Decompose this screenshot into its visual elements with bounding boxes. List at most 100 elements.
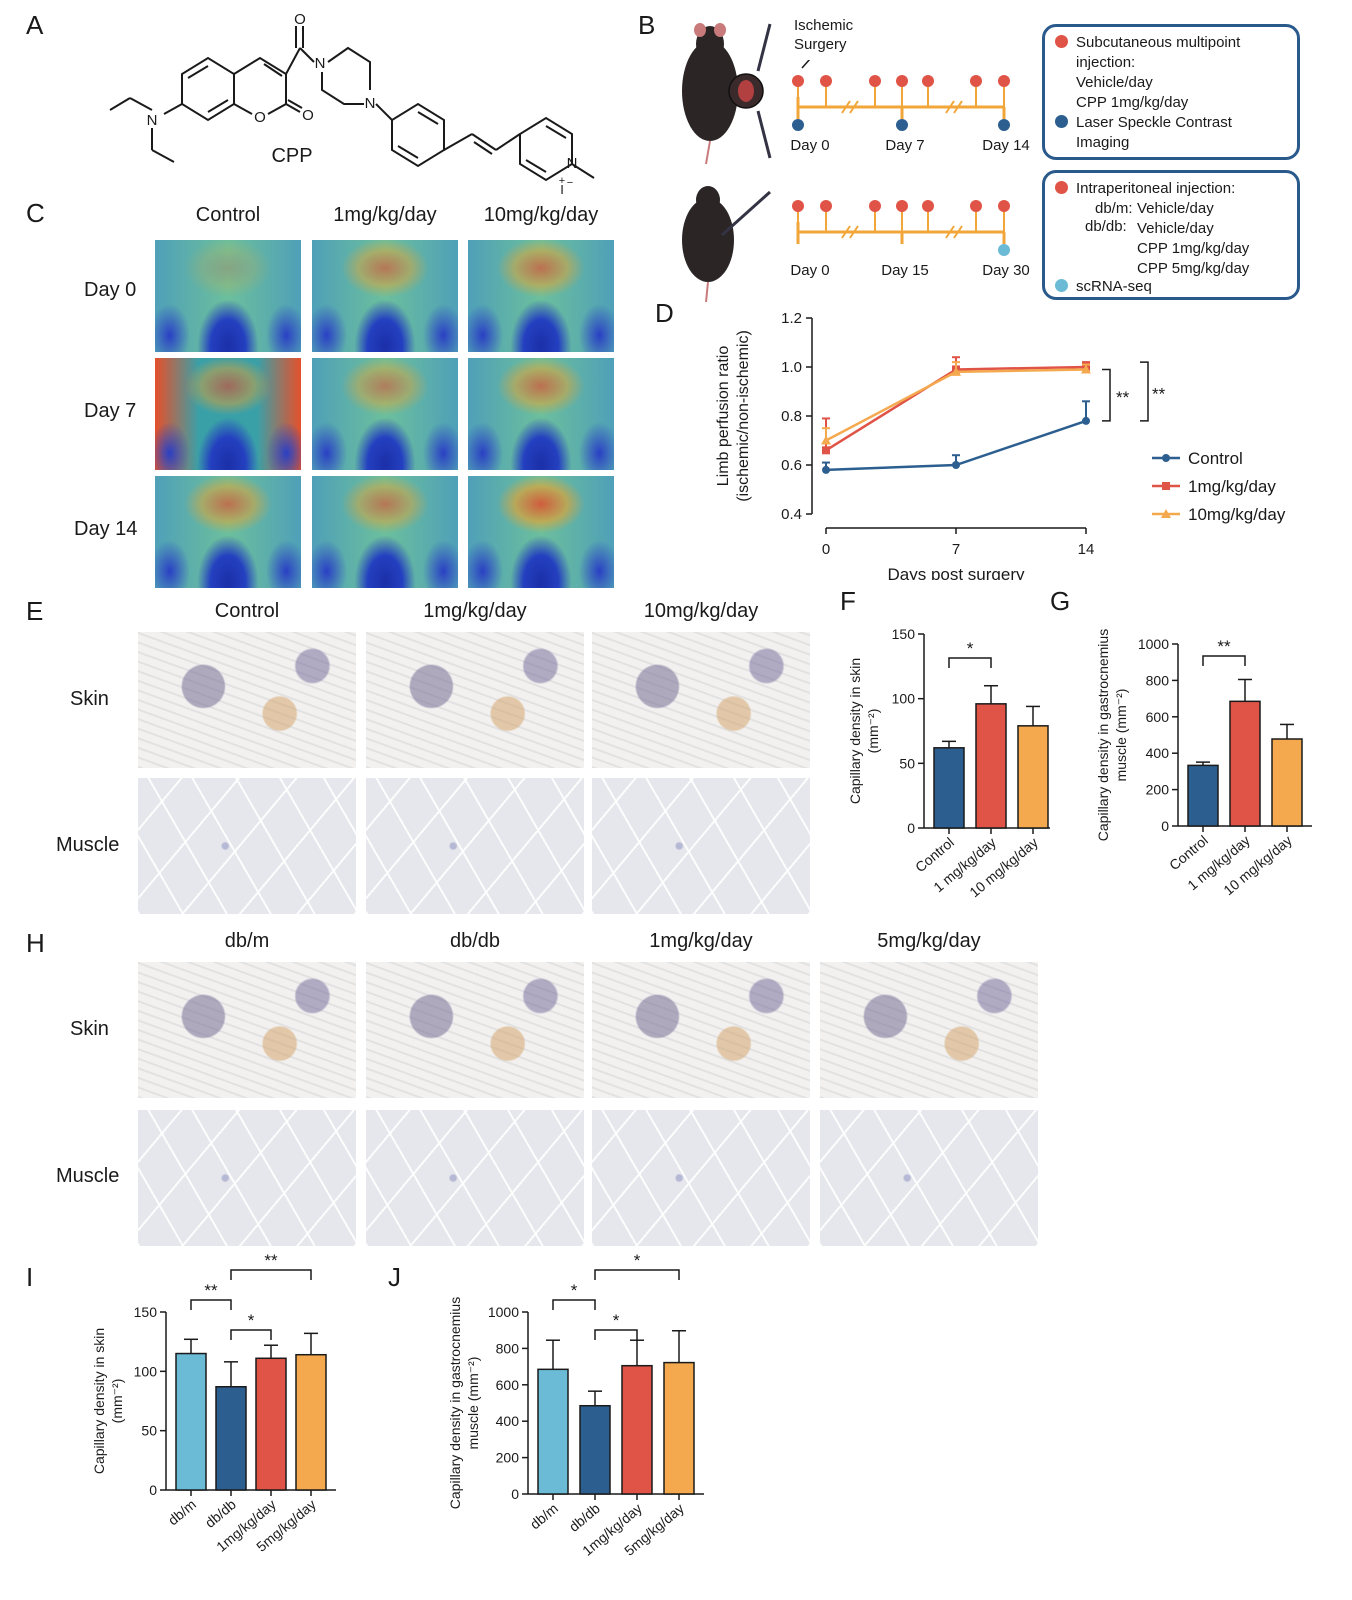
panel-label-b: B — [638, 10, 656, 40]
y-tick-label: 50 — [899, 755, 915, 771]
injection-dot — [922, 75, 934, 87]
significance-bracket — [552, 1299, 596, 1310]
y-tick-label: 100 — [892, 691, 916, 707]
axis-break-mark — [849, 100, 859, 114]
x-tick-label: db/db — [566, 1500, 603, 1535]
y-tick-label: 800 — [496, 1340, 520, 1356]
injection-dot — [896, 75, 908, 87]
timeline-day-label: Day 0 — [790, 262, 829, 279]
y-tick-label: 600 — [496, 1377, 520, 1393]
bar-1 — [1229, 700, 1261, 827]
speckle-image-r1-c1 — [155, 240, 301, 352]
y-axis-title-2: (ischemic/non-ischemic) — [735, 330, 752, 502]
speckle-image-r1-c2 — [312, 240, 458, 352]
h-muscle-image-r1-c2 — [366, 1110, 584, 1246]
panel-c-col-control: Control — [195, 204, 261, 226]
box2-title: Intraperitoneal injection: — [1076, 180, 1236, 197]
injection-dot — [869, 75, 881, 87]
significance-label: ** — [1152, 385, 1166, 404]
panel-h-row-muscle: Muscle — [56, 1165, 120, 1187]
y-tick-label: 200 — [496, 1450, 520, 1466]
atom-charge-minus: − — [567, 177, 573, 189]
injection-dot — [820, 200, 832, 212]
y-axis-title-2: (mm⁻²) — [865, 709, 881, 754]
blue-dot-icon — [1055, 115, 1068, 128]
box2-seq: scRNA-seq — [1076, 278, 1152, 295]
series-line-1 — [825, 365, 1087, 452]
light-blue-dot-icon — [1055, 279, 1068, 292]
e-muscle-image-r1-c1 — [138, 778, 356, 914]
panel-e-col-1mg: 1mg/kg/day — [423, 600, 527, 622]
bar-2 — [1271, 738, 1303, 827]
significance-bracket — [1140, 361, 1149, 422]
injection-dot — [998, 200, 1010, 212]
legend-marker — [1162, 482, 1170, 490]
box2-dbdb-value-3: CPP 5mg/kg/day — [1137, 260, 1250, 277]
cpp-structure-diagram: N O O O N N N + I − CPP — [109, 11, 595, 195]
y-tick-label: 1000 — [488, 1304, 519, 1320]
y-tick-label: 0 — [1161, 818, 1169, 834]
panel-e-col-control: Control — [214, 600, 280, 622]
h-muscle-image-r1-c3 — [592, 1110, 810, 1246]
data-point — [1082, 416, 1090, 425]
significance-bracket — [594, 1329, 638, 1340]
significance-label: ** — [204, 1281, 218, 1300]
atom-n-pyridinium: N — [567, 155, 578, 172]
box1-line-3: Vehicle/day — [1076, 74, 1153, 91]
data-point — [951, 366, 961, 376]
h-skin-image-r1-c4 — [820, 962, 1038, 1098]
significance-label: * — [634, 1251, 641, 1270]
injection-dot — [998, 75, 1010, 87]
surgery-arrow — [801, 60, 811, 69]
box1-line-5: Laser Speckle Contrast — [1076, 114, 1232, 131]
panel-label-h: H — [26, 928, 45, 958]
legend-label-1: 1mg/kg/day — [1188, 477, 1276, 496]
injection-dot — [896, 200, 908, 212]
intraperitoneal-legend-box: Intraperitoneal injection: db/m: Vehicle… — [1042, 170, 1300, 300]
timeline-day-label: Day 30 — [982, 262, 1030, 279]
y-tick-label: 1.0 — [781, 359, 802, 376]
y-tick-label: 600 — [1146, 709, 1170, 725]
h-skin-image-r1-c2 — [366, 962, 584, 1098]
significance-label: ** — [1217, 637, 1231, 656]
red-dot-icon — [1055, 181, 1068, 194]
injection-dot — [820, 75, 832, 87]
treatment-timelines: Day 0 Day 7 Day 14 Day 0 Day 15 Day 30 — [790, 60, 1030, 279]
box1-line-1: Subcutaneous multipoint — [1076, 34, 1241, 51]
box1-line-6: Imaging — [1076, 134, 1130, 151]
y-axis-title-1: Capillary density in gastrocnemius — [1095, 629, 1111, 841]
panel-c-row-day7: Day 7 — [84, 400, 137, 422]
injection-dot — [869, 200, 881, 212]
mouse-illustration-bottom — [682, 186, 772, 303]
y-tick-label: 150 — [892, 626, 916, 642]
bar-1 — [215, 1386, 247, 1491]
box2-dbdb-value-1: Vehicle/day — [1137, 220, 1214, 237]
bar-1 — [975, 703, 1007, 829]
e-skin-image-r1-c2 — [366, 632, 584, 768]
panel-label-d: D — [655, 298, 674, 328]
legend-marker — [1162, 454, 1170, 462]
y-tick-label: 400 — [1146, 745, 1170, 761]
imaging-dot — [792, 119, 804, 131]
bar-0 — [537, 1368, 569, 1495]
bar-3 — [663, 1361, 695, 1495]
legend-marker — [1161, 509, 1171, 518]
x-tick-label: db/m — [527, 1500, 561, 1532]
panel-h-row-skin: Skin — [70, 1018, 109, 1040]
speckle-image-r2-c1 — [155, 358, 301, 470]
timeline-day-label: Day 15 — [881, 262, 929, 279]
y-tick-label: 800 — [1146, 672, 1170, 688]
speckle-image-r3-c1 — [155, 476, 301, 588]
panel-label-g: G — [1050, 586, 1071, 616]
atom-n-amine: N — [147, 112, 158, 129]
axis-break-mark — [841, 225, 851, 239]
y-tick-label: 200 — [1146, 782, 1170, 798]
atom-charge-plus: + — [559, 175, 565, 187]
injection-dot — [970, 75, 982, 87]
bar-2 — [621, 1364, 653, 1495]
panel-label-i: I — [26, 1262, 34, 1292]
injection-dot — [970, 200, 982, 212]
atom-n-piperazine-2: N — [365, 95, 376, 112]
significance-bracket — [190, 1299, 232, 1310]
data-point — [822, 465, 830, 474]
